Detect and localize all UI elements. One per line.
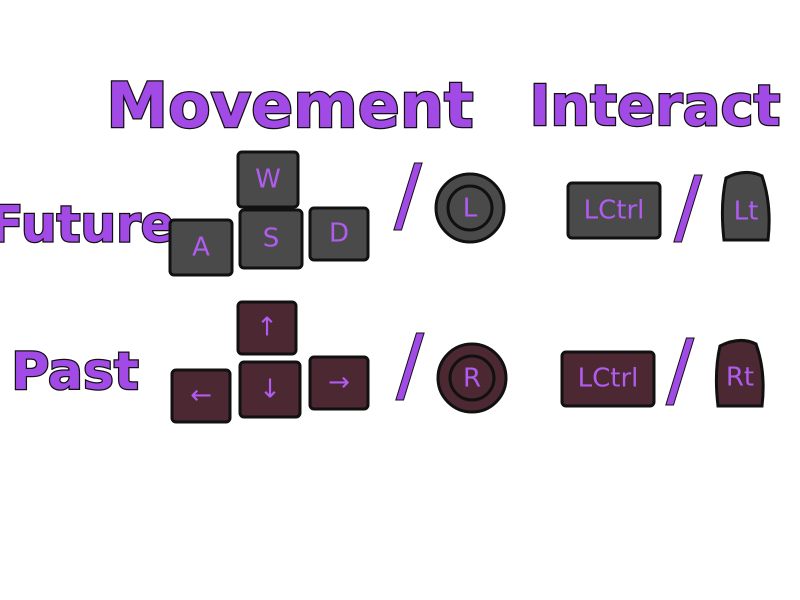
- key: [238, 208, 304, 270]
- key-label: ↑: [256, 313, 278, 343]
- separator: /: [667, 323, 694, 416]
- key-label: Rt: [726, 363, 754, 393]
- trigger-button: [714, 339, 765, 408]
- key: [238, 360, 302, 419]
- key-label: R: [463, 364, 481, 394]
- key-label: Lt: [734, 197, 759, 227]
- gamepad-button-inner: [448, 354, 496, 402]
- trigger-button: [720, 171, 771, 242]
- key-label: L: [463, 194, 478, 224]
- row-label: Future: [0, 196, 175, 254]
- key-label: A: [192, 233, 210, 263]
- row-label: Past: [11, 342, 139, 402]
- key: [236, 300, 298, 356]
- key-label: →: [328, 368, 350, 398]
- separator: /: [397, 318, 424, 411]
- key-label: LCtrl: [578, 364, 639, 394]
- key: [236, 150, 300, 209]
- key-label: S: [263, 224, 280, 254]
- key-label: D: [329, 219, 349, 249]
- key: [566, 181, 662, 240]
- key-label: ↓: [259, 375, 281, 405]
- key: [168, 218, 234, 277]
- column-header: Movement: [106, 69, 473, 142]
- key: [170, 368, 232, 424]
- column-header: Interact: [530, 74, 781, 139]
- key-label: ←: [190, 381, 212, 411]
- gamepad-button-inner: [446, 184, 494, 232]
- key: [308, 206, 370, 262]
- separator: /: [675, 160, 702, 253]
- key: [560, 350, 656, 408]
- key-label: LCtrl: [584, 196, 645, 226]
- key: [308, 355, 370, 411]
- key-label: W: [255, 165, 281, 195]
- separator: /: [395, 148, 422, 241]
